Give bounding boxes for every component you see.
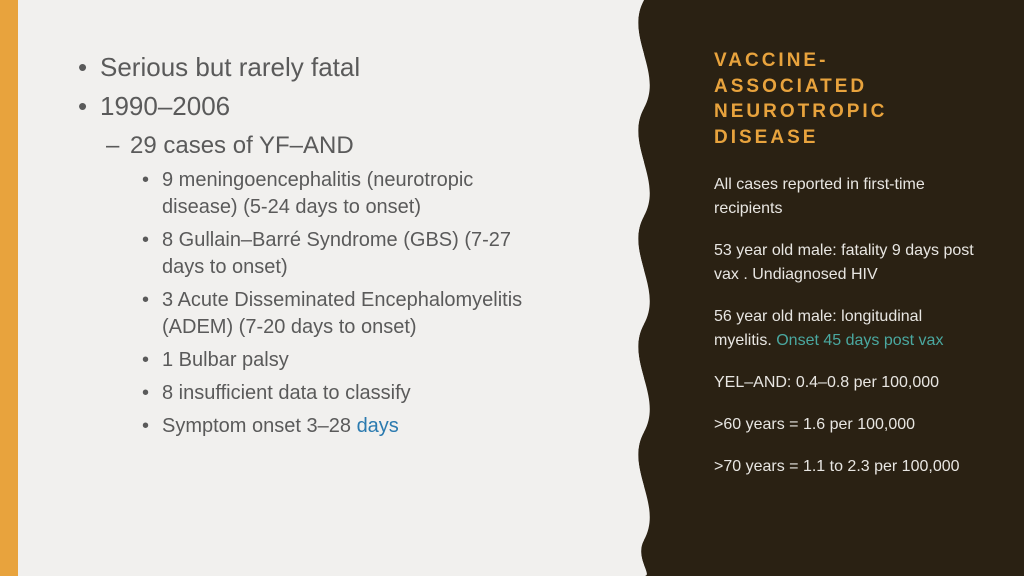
right-paragraph: 56 year old male: longitudinal myelitis.… — [714, 305, 976, 353]
right-paragraph: All cases reported in first-time recipie… — [714, 173, 976, 221]
right-paragraph: >70 years = 1.1 to 2.3 per 100,000 — [714, 455, 976, 479]
bullet-list-lvl2: 29 cases of YF–AND 9 meningoencephalitis… — [100, 130, 614, 439]
highlight-text: Onset 45 days post vax — [776, 332, 943, 349]
bullet-lvl2: 29 cases of YF–AND 9 meningoencephalitis… — [100, 130, 614, 439]
bullet-text: Symptom onset 3–28 — [162, 415, 357, 437]
bullet-text: 1 Bulbar palsy — [162, 349, 289, 371]
link-text: days — [357, 415, 399, 437]
right-title: VACCINE-ASSOCIATED NEUROTROPIC DISEASE — [714, 48, 976, 151]
bullet-text: 1990–2006 — [100, 91, 230, 121]
bullet-lvl3: 3 Acute Disseminated Encephalomyelitis (… — [130, 287, 550, 341]
accent-bar — [0, 0, 18, 576]
bullet-list-lvl3: 9 meningoencephalitis (neurotropic disea… — [130, 167, 614, 440]
bullet-text: 29 cases of YF–AND — [130, 132, 354, 159]
bullet-lvl3: 9 meningoencephalitis (neurotropic disea… — [130, 167, 550, 221]
right-paragraph: YEL–AND: 0.4–0.8 per 100,000 — [714, 371, 976, 395]
bullet-lvl3: 8 insufficient data to classify — [130, 380, 550, 407]
right-paragraph: >60 years = 1.6 per 100,000 — [714, 413, 976, 437]
bullet-lvl3: 1 Bulbar palsy — [130, 347, 550, 374]
bullet-text: Serious but rarely fatal — [100, 52, 360, 82]
right-paragraph: 53 year old male: fatality 9 days post v… — [714, 239, 976, 287]
wavy-divider — [616, 0, 672, 576]
bullet-lvl1: Serious but rarely fatal — [78, 50, 614, 85]
bullet-lvl1: 1990–2006 29 cases of YF–AND 9 meningoen… — [78, 89, 614, 439]
bullet-text: 3 Acute Disseminated Encephalomyelitis (… — [162, 289, 522, 338]
bullet-text: 8 Gullain–Barré Syndrome (GBS) (7-27 day… — [162, 229, 511, 278]
bullet-list-lvl1: Serious but rarely fatal 1990–2006 29 ca… — [78, 50, 614, 440]
left-panel: Serious but rarely fatal 1990–2006 29 ca… — [18, 0, 644, 576]
right-panel: VACCINE-ASSOCIATED NEUROTROPIC DISEASE A… — [644, 0, 1024, 576]
bullet-lvl3: Symptom onset 3–28 days — [130, 413, 550, 440]
slide: Serious but rarely fatal 1990–2006 29 ca… — [0, 0, 1024, 576]
bullet-text: 9 meningoencephalitis (neurotropic disea… — [162, 169, 473, 218]
bullet-lvl3: 8 Gullain–Barré Syndrome (GBS) (7-27 day… — [130, 227, 550, 281]
bullet-text: 8 insufficient data to classify — [162, 382, 411, 404]
